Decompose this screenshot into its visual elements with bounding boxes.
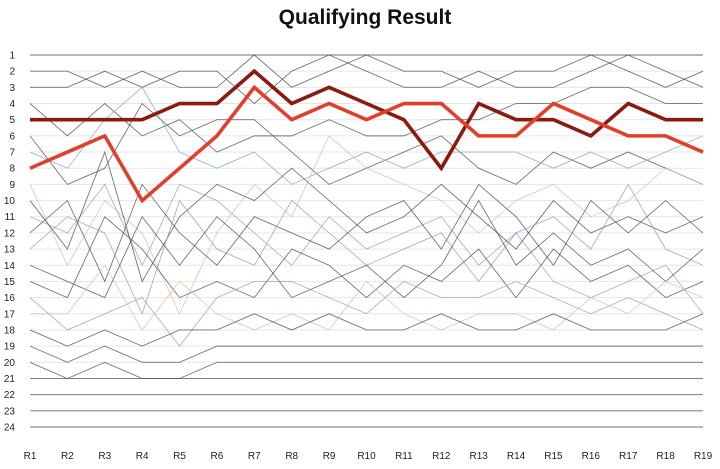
y-tick-label: 15 <box>4 277 16 288</box>
x-tick-label: R11 <box>395 451 413 462</box>
x-tick-label: R10 <box>357 451 376 462</box>
x-tick-label: R9 <box>323 451 336 462</box>
x-tick-label: R7 <box>248 451 261 462</box>
x-axis-ticks: R1 R2 R3 R4 R5 R6 R7 R8 R9 R10 R11 R12 R13 R14 R15 R16 R… <box>24 451 713 462</box>
x-tick-label: R8 <box>285 451 298 462</box>
y-tick-label: 17 <box>4 309 16 320</box>
y-tick-label: 2 <box>9 67 15 78</box>
x-tick-label: R17 <box>619 451 638 462</box>
y-tick-label: 6 <box>9 131 15 142</box>
x-tick-label: R1 <box>24 451 37 462</box>
background-series-line-8 <box>29 135 704 315</box>
y-tick-label: 8 <box>9 164 15 175</box>
background-series-line-12 <box>29 199 704 299</box>
background-series-line-10 <box>29 183 704 283</box>
y-tick-label: 16 <box>4 293 16 304</box>
y-tick-label: 14 <box>4 261 16 272</box>
y-tick-label: 19 <box>4 342 16 353</box>
y-tick-label: 12 <box>4 228 16 239</box>
background-series-line-15 <box>30 264 704 331</box>
background-series-line-13 <box>29 216 704 299</box>
x-tick-label: R18 <box>656 451 675 462</box>
y-tick-label: 10 <box>4 196 16 207</box>
background-series-line-17 <box>29 345 703 363</box>
y-tick-label: 22 <box>4 390 16 401</box>
y-tick-label: 21 <box>4 374 16 385</box>
background-series-line-5 <box>29 102 704 185</box>
y-tick-label: 7 <box>9 148 15 159</box>
x-tick-label: R15 <box>544 451 563 462</box>
background-series-line-4 <box>29 86 703 153</box>
highlight-series-line-2 <box>29 84 704 204</box>
y-tick-label: 24 <box>4 423 16 434</box>
y-tick-label: 1 <box>9 51 15 62</box>
background-series-line-18 <box>29 361 703 379</box>
background-series-line-9 <box>29 150 704 283</box>
background-series <box>29 54 704 428</box>
chart-title: Qualifying Result <box>279 6 452 29</box>
highlight-series-line-1 <box>30 68 703 172</box>
x-tick-label: R19 <box>694 451 713 462</box>
y-tick-label: 4 <box>9 99 15 110</box>
x-tick-label: R16 <box>582 451 601 462</box>
x-tick-label: R13 <box>469 451 488 462</box>
x-tick-label: R14 <box>507 451 526 462</box>
background-series-line-2 <box>30 54 704 88</box>
x-tick-label: R12 <box>432 451 451 462</box>
background-series-line-16 <box>29 313 704 347</box>
x-tick-label: R4 <box>136 451 149 462</box>
x-tick-label: R3 <box>98 451 111 462</box>
background-series-line-14 <box>29 280 704 347</box>
x-tick-label: R5 <box>173 451 186 462</box>
y-tick-label: 9 <box>9 180 15 191</box>
highlight-series <box>29 68 704 204</box>
background-series-line-6 <box>29 86 704 185</box>
y-tick-label: 20 <box>4 358 16 369</box>
y-tick-label: 23 <box>4 406 16 417</box>
y-tick-label: 18 <box>4 325 16 336</box>
y-tick-label: 3 <box>9 83 15 94</box>
x-tick-label: R2 <box>61 451 74 462</box>
y-tick-label: 5 <box>9 115 15 126</box>
y-tick-label: 11 <box>5 212 16 223</box>
background-series-line-3 <box>30 54 704 105</box>
x-tick-label: R6 <box>211 451 224 462</box>
y-tick-label: 13 <box>4 245 16 256</box>
